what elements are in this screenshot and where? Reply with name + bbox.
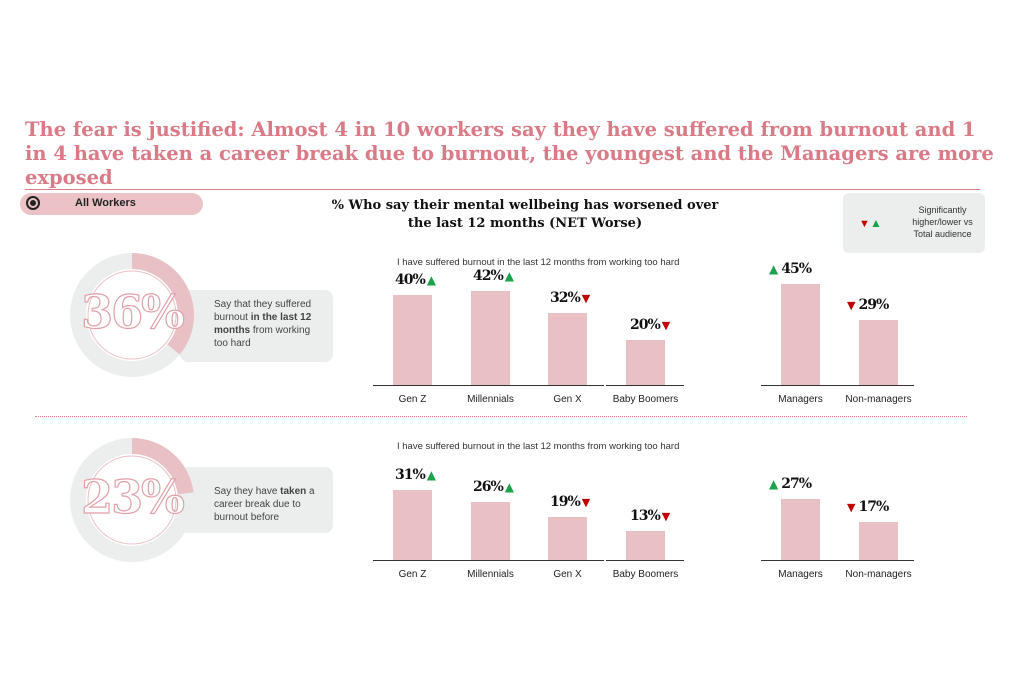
data-label: 31% ▲ xyxy=(395,467,436,483)
kpi-text: from working too hard xyxy=(214,325,311,349)
category-label: Millennials xyxy=(467,394,514,405)
donut-fill xyxy=(70,438,194,562)
data-label: 26% ▲ xyxy=(473,479,514,495)
category-label: Non-managers xyxy=(845,569,912,580)
up-arrow-icon: ▲ xyxy=(504,479,515,494)
audience-filter-label: All Workers xyxy=(75,197,136,209)
up-arrow-icon: ▲ xyxy=(870,216,882,230)
down-arrow-icon: ▼ xyxy=(581,496,591,510)
up-arrow-icon: ▲ xyxy=(769,477,779,492)
value-text: 13% xyxy=(630,507,661,524)
kpi-text-bold: in the last 12 months xyxy=(214,312,312,336)
kpi-donut xyxy=(70,438,194,562)
kpi-donut xyxy=(70,253,194,377)
data-label: 13% ▼ xyxy=(630,508,670,524)
donut-center xyxy=(87,455,177,545)
bar xyxy=(859,521,898,560)
up-arrow-icon: ▲ xyxy=(426,273,437,287)
data-label: ▼ 17% xyxy=(847,498,889,515)
bar xyxy=(548,313,587,385)
value-text: 31% xyxy=(395,467,426,484)
data-label: ▲ 27% xyxy=(769,476,812,493)
data-label: 19% ▼ xyxy=(550,494,590,510)
kpi-text: Say that they suffered burnout xyxy=(214,299,312,323)
up-arrow-icon: ▲ xyxy=(504,268,515,283)
x-axis xyxy=(761,560,914,561)
chart-question: I have suffered burnout in the last 12 m… xyxy=(397,441,680,452)
value-text: 29% xyxy=(858,296,889,313)
legend-text: Significantly higher/lower vs Total audi… xyxy=(912,205,973,239)
page-title: The fear is justified: Almost 4 in 10 wo… xyxy=(25,118,994,189)
value-text: 20% xyxy=(630,317,661,333)
data-label: ▲ 45% xyxy=(769,260,812,277)
bar xyxy=(393,295,432,385)
category-label: Managers xyxy=(778,394,823,405)
up-arrow-icon: ▲ xyxy=(426,468,437,483)
value-text: 40% xyxy=(395,272,426,288)
category-label: Non-managers xyxy=(845,394,912,405)
bar xyxy=(781,283,820,385)
category-label: Gen Z xyxy=(398,569,427,580)
up-arrow-icon: ▲ xyxy=(769,261,779,276)
audience-filter-pill[interactable] xyxy=(20,193,203,215)
category-label: Managers xyxy=(778,569,823,580)
data-label: 20% ▼ xyxy=(630,317,670,333)
data-label: ▼ 29% xyxy=(847,296,889,313)
category-label: Millennials xyxy=(467,569,514,580)
bar xyxy=(626,340,665,385)
significance-legend xyxy=(843,193,985,253)
down-arrow-icon: ▼ xyxy=(847,298,856,312)
x-axis xyxy=(373,385,604,386)
category-label: Baby Boomers xyxy=(612,569,679,580)
x-axis xyxy=(761,385,914,386)
x-axis xyxy=(606,385,684,386)
category-label: Gen X xyxy=(553,569,582,580)
kpi-text: a career break due to burnout before xyxy=(214,486,315,523)
bar xyxy=(471,290,510,385)
kpi-description: Say they have taken a career break due t… xyxy=(214,485,326,524)
kpi-value: 23% xyxy=(81,469,186,524)
down-arrow-icon: ▼ xyxy=(859,218,870,230)
value-text: 45% xyxy=(781,260,812,277)
x-axis xyxy=(373,560,604,561)
down-arrow-icon: ▼ xyxy=(847,500,856,514)
bar xyxy=(781,499,820,560)
bar xyxy=(548,517,587,560)
down-arrow-icon: ▼ xyxy=(661,509,671,523)
bar xyxy=(626,530,665,560)
radio-icon[interactable] xyxy=(26,196,40,210)
bar xyxy=(393,490,432,560)
category-label: Gen X xyxy=(553,394,582,405)
data-label: 42% ▲ xyxy=(473,268,514,284)
section-divider xyxy=(35,416,967,417)
data-label: 32% ▼ xyxy=(550,290,590,306)
value-text: 26% xyxy=(473,478,504,495)
donut-fill xyxy=(70,253,194,377)
kpi-text-box xyxy=(180,467,333,533)
x-axis xyxy=(606,560,684,561)
kpi-description: Say that they suffered burnout in the la… xyxy=(214,298,326,350)
data-label: 40% ▲ xyxy=(395,272,436,288)
donut-center xyxy=(87,270,177,360)
down-arrow-icon: ▼ xyxy=(581,292,591,305)
title-divider xyxy=(25,189,980,190)
chart-question: I have suffered burnout in the last 12 m… xyxy=(397,257,680,268)
value-text: 32% xyxy=(550,290,581,306)
value-text: 42% xyxy=(473,267,504,284)
kpi-value: 36% xyxy=(81,284,186,339)
value-text: 19% xyxy=(550,494,581,511)
category-label: Baby Boomers xyxy=(612,394,679,405)
bar xyxy=(859,319,898,385)
kpi-text-bold: taken xyxy=(280,486,307,497)
down-arrow-icon: ▼ xyxy=(661,319,671,332)
value-text: 17% xyxy=(858,498,889,515)
kpi-text-box xyxy=(180,290,333,362)
chart-subtitle: % Who say their mental wellbeing has wor… xyxy=(331,198,719,231)
value-text: 27% xyxy=(781,476,812,493)
category-label: Gen Z xyxy=(398,394,427,405)
kpi-text: Say they have xyxy=(214,486,281,497)
bar xyxy=(471,501,510,560)
